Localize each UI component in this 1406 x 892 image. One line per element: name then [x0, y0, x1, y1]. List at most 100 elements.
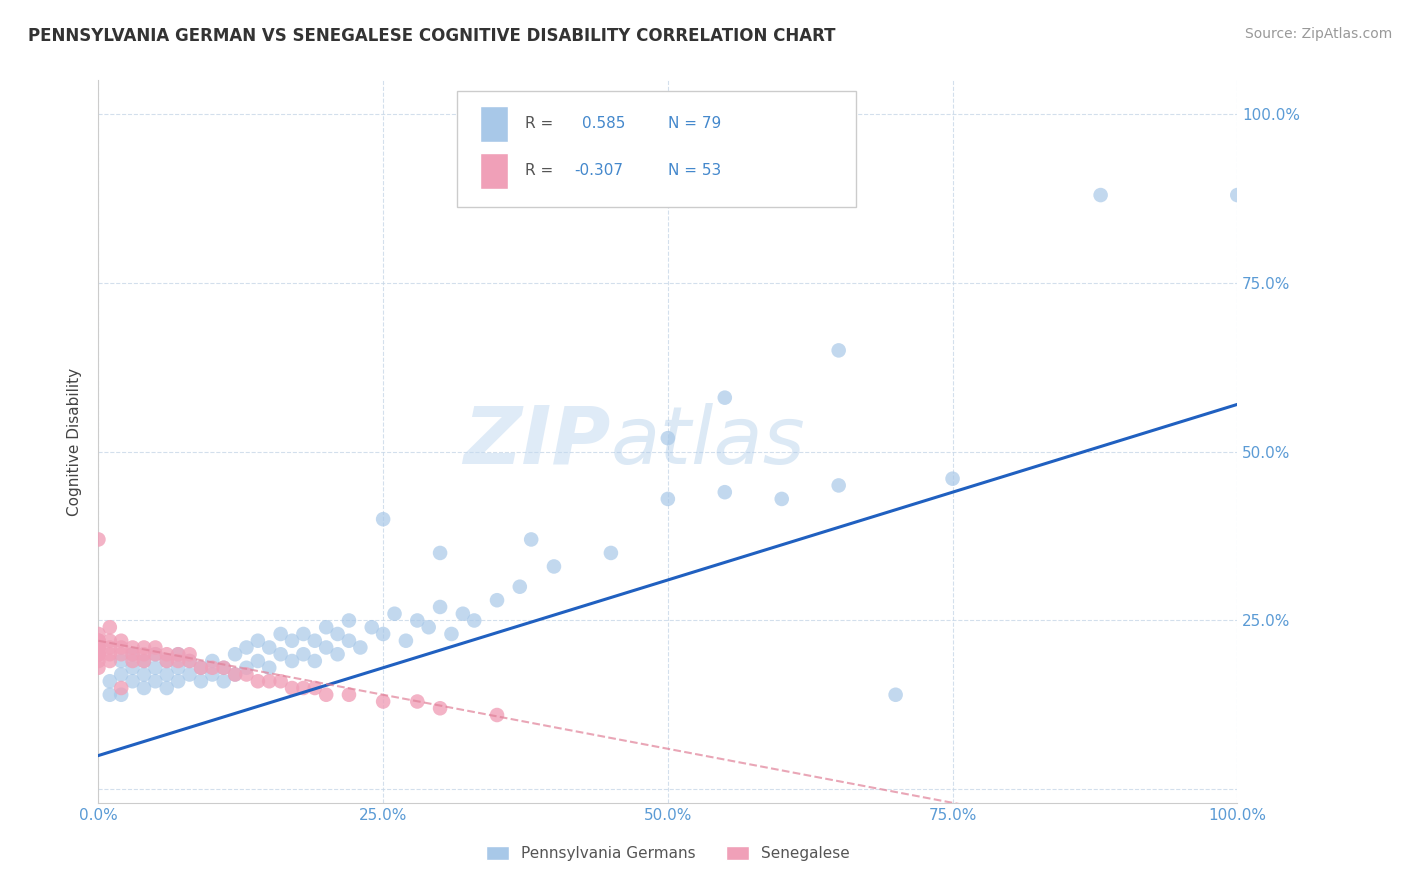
FancyBboxPatch shape [479, 105, 509, 142]
Point [315, 688, 337, 702]
Point [87, 640, 110, 655]
Point [98, 674, 121, 689]
Point [406, 614, 429, 628]
Text: PENNSYLVANIA GERMAN VS SENEGALESE COGNITIVE DISABILITY CORRELATION CHART: PENNSYLVANIA GERMAN VS SENEGALESE COGNIT… [28, 27, 835, 45]
Point [520, 533, 543, 547]
Point [292, 627, 315, 641]
Point [371, 627, 394, 641]
Point [395, 633, 418, 648]
Point [167, 661, 190, 675]
Text: R =: R = [526, 116, 558, 131]
Point [167, 674, 190, 689]
Point [98, 620, 121, 634]
Text: N = 53: N = 53 [668, 163, 721, 178]
Point [110, 647, 132, 661]
Point [235, 640, 257, 655]
Point [326, 627, 349, 641]
Point [270, 647, 292, 661]
Point [132, 647, 155, 661]
Point [281, 633, 304, 648]
Point [315, 620, 337, 634]
Point [132, 681, 155, 695]
Point [509, 580, 531, 594]
Point [132, 667, 155, 681]
Point [384, 607, 406, 621]
Point [337, 614, 360, 628]
Point [201, 667, 224, 681]
Text: N = 79: N = 79 [668, 116, 721, 131]
Point [486, 593, 509, 607]
Point [156, 647, 179, 661]
Point [246, 633, 269, 648]
Point [110, 667, 132, 681]
Point [304, 654, 326, 668]
Point [714, 391, 737, 405]
Point [270, 674, 292, 689]
Point [98, 640, 121, 655]
Point [87, 647, 110, 661]
Point [543, 559, 565, 574]
Point [714, 485, 737, 500]
Point [326, 647, 349, 661]
FancyBboxPatch shape [457, 91, 856, 207]
Point [167, 654, 190, 668]
Point [281, 654, 304, 668]
Point [259, 661, 281, 675]
Point [224, 667, 246, 681]
Point [1226, 188, 1249, 202]
Point [600, 546, 623, 560]
Point [337, 633, 360, 648]
Point [440, 627, 463, 641]
Point [167, 647, 190, 661]
Point [828, 343, 851, 358]
Text: -0.307: -0.307 [575, 163, 623, 178]
Point [110, 640, 132, 655]
Point [179, 654, 201, 668]
Point [349, 640, 371, 655]
Point [246, 654, 269, 668]
Point [828, 478, 851, 492]
Point [657, 431, 679, 445]
Point [87, 533, 110, 547]
Point [110, 681, 132, 695]
Point [156, 667, 179, 681]
Point [87, 661, 110, 675]
Point [292, 647, 315, 661]
Legend: Pennsylvania Germans, Senegalese: Pennsylvania Germans, Senegalese [479, 840, 856, 867]
Point [145, 674, 167, 689]
Point [145, 647, 167, 661]
Point [87, 654, 110, 668]
Point [156, 654, 179, 668]
Point [235, 661, 257, 675]
Point [429, 546, 451, 560]
Point [121, 654, 143, 668]
Point [87, 640, 110, 655]
Point [884, 688, 907, 702]
Point [224, 667, 246, 681]
Point [121, 674, 143, 689]
Text: Source: ZipAtlas.com: Source: ZipAtlas.com [1244, 27, 1392, 41]
Point [224, 647, 246, 661]
Point [259, 640, 281, 655]
Point [770, 491, 793, 506]
Point [98, 633, 121, 648]
Point [145, 661, 167, 675]
Text: R =: R = [526, 163, 558, 178]
Point [270, 627, 292, 641]
Point [87, 633, 110, 648]
Point [179, 647, 201, 661]
Point [132, 640, 155, 655]
Point [942, 472, 965, 486]
Point [1090, 188, 1112, 202]
Point [304, 633, 326, 648]
Point [190, 661, 212, 675]
Point [371, 694, 394, 708]
Point [360, 620, 382, 634]
Point [121, 640, 143, 655]
Point [190, 674, 212, 689]
Point [110, 688, 132, 702]
Point [121, 661, 143, 675]
Point [235, 667, 257, 681]
Point [657, 491, 679, 506]
Text: atlas: atlas [612, 402, 806, 481]
